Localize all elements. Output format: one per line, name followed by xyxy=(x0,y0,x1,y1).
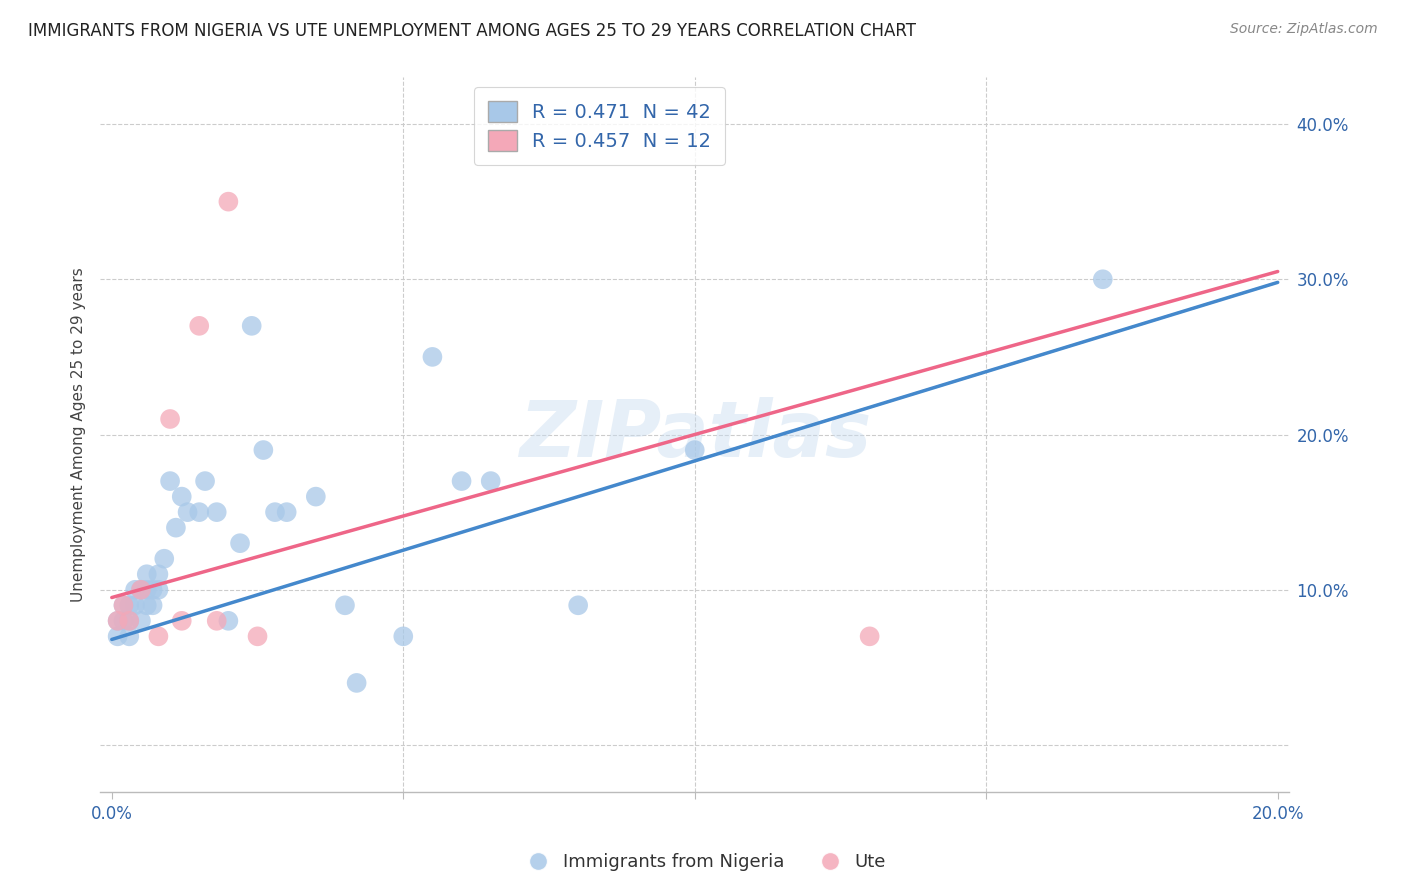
Point xyxy=(264,505,287,519)
Point xyxy=(112,614,135,628)
Point xyxy=(194,474,217,488)
Point xyxy=(683,443,706,458)
Point xyxy=(188,318,211,333)
Point xyxy=(240,318,263,333)
Point xyxy=(188,505,211,519)
Point xyxy=(567,599,589,613)
Point xyxy=(159,412,181,426)
Point xyxy=(142,582,165,597)
Point xyxy=(112,599,135,613)
Point xyxy=(205,505,228,519)
Point xyxy=(170,490,193,504)
Point xyxy=(148,582,170,597)
Text: Source: ZipAtlas.com: Source: ZipAtlas.com xyxy=(1230,22,1378,37)
Point xyxy=(112,599,135,613)
Text: IMMIGRANTS FROM NIGERIA VS UTE UNEMPLOYMENT AMONG AGES 25 TO 29 YEARS CORRELATIO: IMMIGRANTS FROM NIGERIA VS UTE UNEMPLOYM… xyxy=(28,22,917,40)
Point xyxy=(217,614,239,628)
Point xyxy=(159,474,181,488)
Point xyxy=(422,350,444,364)
Point xyxy=(305,490,328,504)
Point xyxy=(479,474,502,488)
Point xyxy=(118,599,141,613)
Point xyxy=(124,582,146,597)
Point xyxy=(148,567,170,582)
Point xyxy=(142,599,165,613)
Point xyxy=(450,474,472,488)
Point xyxy=(229,536,252,550)
Point xyxy=(129,582,152,597)
Point xyxy=(246,629,269,643)
Legend: Immigrants from Nigeria, Ute: Immigrants from Nigeria, Ute xyxy=(513,847,893,879)
Point xyxy=(217,194,239,209)
Point xyxy=(346,676,368,690)
Point xyxy=(276,505,298,519)
Point xyxy=(1091,272,1114,286)
Point xyxy=(165,521,187,535)
Point xyxy=(176,505,198,519)
Point xyxy=(107,614,129,628)
Point xyxy=(107,629,129,643)
Point xyxy=(252,443,274,458)
Y-axis label: Unemployment Among Ages 25 to 29 years: Unemployment Among Ages 25 to 29 years xyxy=(72,267,86,602)
Point xyxy=(118,614,141,628)
Point xyxy=(135,599,157,613)
Point xyxy=(135,582,157,597)
Point xyxy=(118,629,141,643)
Text: ZIPatlas: ZIPatlas xyxy=(519,397,870,473)
Point xyxy=(118,614,141,628)
Point xyxy=(124,599,146,613)
Point xyxy=(107,614,129,628)
Point xyxy=(129,614,152,628)
Point xyxy=(392,629,415,643)
Point xyxy=(135,567,157,582)
Point xyxy=(333,599,356,613)
Legend: R = 0.471  N = 42, R = 0.457  N = 12: R = 0.471 N = 42, R = 0.457 N = 12 xyxy=(474,87,725,164)
Point xyxy=(170,614,193,628)
Point xyxy=(205,614,228,628)
Point xyxy=(859,629,882,643)
Point xyxy=(153,551,176,566)
Point xyxy=(129,582,152,597)
Point xyxy=(148,629,170,643)
